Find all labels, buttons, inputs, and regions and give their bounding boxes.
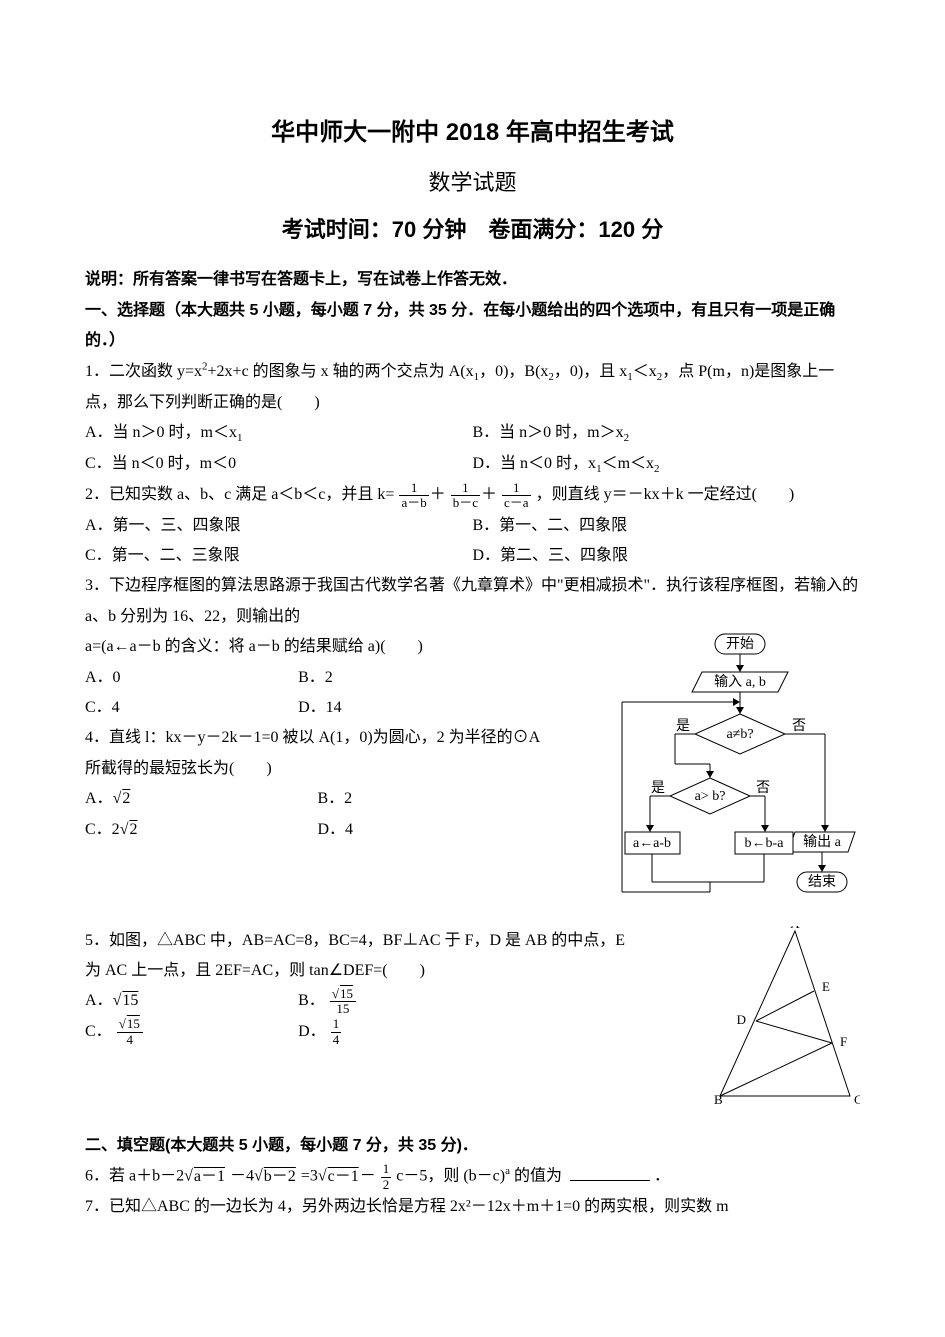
fc-no2: 否 xyxy=(756,781,770,796)
q1-option-c: C．当 n＜0 时，m＜0 xyxy=(85,449,473,480)
q5-option-c: C． √154 xyxy=(85,1017,298,1047)
q2-option-c: C．第一、二、三象限 xyxy=(85,541,473,571)
question-3-block: 3．下边程序框图的算法思路源于我国古代数学名著《九章算术》中"更相减损术"．执行… xyxy=(85,571,860,913)
question-5-block: A B C D E F 5．如图，△ABC 中，AB=AC=8，BC=4，BF⊥… xyxy=(85,926,860,1117)
fc-output: 输出 a xyxy=(803,834,841,850)
q1-stem: 1．二次函数 y=x2+2x+c 的图象与 x 轴的两个交点为 A(x1，0)，… xyxy=(85,363,834,411)
fc-cond1: a≠b? xyxy=(726,727,753,742)
q3-option-d: D．14 xyxy=(298,693,511,723)
instruction-note: 说明：所有答案一律书写在答题卡上，写在试卷上作答无效． xyxy=(85,265,860,295)
question-7: 7．已知△ABC 的一边长为 4，另外两边长恰是方程 2x²－12x＋m＋1=0… xyxy=(85,1192,860,1222)
fc-yes1: 是 xyxy=(676,719,690,734)
question-2: 2．已知实数 a、b、c 满足 a＜b＜c，并且 k= 1a－b＋ 1b－c＋ … xyxy=(85,480,860,571)
q1-option-a: A．当 n＞0 时，m＜x1 xyxy=(85,418,473,449)
section-b-head: 二、填空题(本大题共 5 小题，每小题 7 分，共 35 分)． xyxy=(85,1131,860,1161)
page-title: 华中师大一附中 2018 年高中招生考试 xyxy=(85,110,860,156)
fc-op2: b←b-a xyxy=(745,836,785,851)
blank-field xyxy=(570,1168,650,1181)
flowchart-figure: 开始 输入 a, b a≠b? 是 否 输出 a 结束 xyxy=(620,632,860,913)
q2-stem: 2．已知实数 a、b、c 满足 a＜b＜c，并且 k= 1a－b＋ 1b－c＋ … xyxy=(85,486,794,503)
q1-option-d: D．当 n＜0 时，x1＜m＜x2 xyxy=(473,449,861,480)
tri-label-a: A xyxy=(790,926,800,931)
exam-info: 考试时间：70 分钟 卷面满分：120 分 xyxy=(85,209,860,251)
q3-option-a: A．0 xyxy=(85,663,298,693)
q3-option-b: B．2 xyxy=(298,663,511,693)
q3-stem-line1: 3．下边程序框图的算法思路源于我国古代数学名著《九章算术》中"更相减损术"．执行… xyxy=(85,571,860,632)
q2-option-a: A．第一、三、四象限 xyxy=(85,511,473,541)
q3-option-c: C．4 xyxy=(85,693,298,723)
tri-label-b: B xyxy=(714,1092,723,1106)
q4-option-b: B．2 xyxy=(318,784,551,814)
q4-option-d: D．4 xyxy=(318,815,551,845)
q4-stem: 4．直线 l：kx－y－2k－1=0 被以 A(1，0)为圆心，2 为半径的⊙A… xyxy=(85,723,550,784)
triangle-figure: A B C D E F xyxy=(710,926,860,1117)
q5-option-b: B． √1515 xyxy=(298,986,511,1016)
fc-cond2: a> b? xyxy=(695,789,726,804)
question-1: 1．二次函数 y=x2+2x+c 的图象与 x 轴的两个交点为 A(x1，0)，… xyxy=(85,356,860,480)
tri-label-f: F xyxy=(840,1034,847,1049)
q1-option-b: B．当 n＞0 时，m＞x2 xyxy=(473,418,861,449)
fc-start: 开始 xyxy=(726,636,754,652)
q5-stem: 5．如图，△ABC 中，AB=AC=8，BC=4，BF⊥AC 于 F，D 是 A… xyxy=(85,926,643,987)
tri-label-c: C xyxy=(854,1092,860,1106)
q2-option-d: D．第二、三、四象限 xyxy=(473,541,861,571)
q4-option-a: A．√2 xyxy=(85,784,318,814)
fc-end: 结束 xyxy=(808,874,836,890)
fc-no1: 否 xyxy=(792,719,806,734)
q2-option-b: B．第一、二、四象限 xyxy=(473,511,861,541)
tri-label-d: D xyxy=(737,1012,746,1027)
section-a-head: 一、选择题（本大题共 5 小题，每小题 7 分，共 35 分．在每小题给出的四个… xyxy=(85,296,860,357)
q5-option-a: A．√15 xyxy=(85,986,298,1016)
fc-input: 输入 a, b xyxy=(714,674,766,690)
subject-title: 数学试题 xyxy=(85,162,860,204)
tri-label-e: E xyxy=(822,979,830,994)
fc-op1: a←a-b xyxy=(633,836,671,851)
fc-yes2: 是 xyxy=(651,781,665,796)
question-6: 6．若 a＋b－2√a－1 －4√b－2 =3√c－1－ 12 c－5，则 (b… xyxy=(85,1161,860,1192)
q4-option-c: C．2√2 xyxy=(85,815,318,845)
question-4: 4．直线 l：kx－y－2k－1=0 被以 A(1，0)为圆心，2 为半径的⊙A… xyxy=(85,723,550,845)
q5-option-d: D． 14 xyxy=(298,1017,511,1047)
